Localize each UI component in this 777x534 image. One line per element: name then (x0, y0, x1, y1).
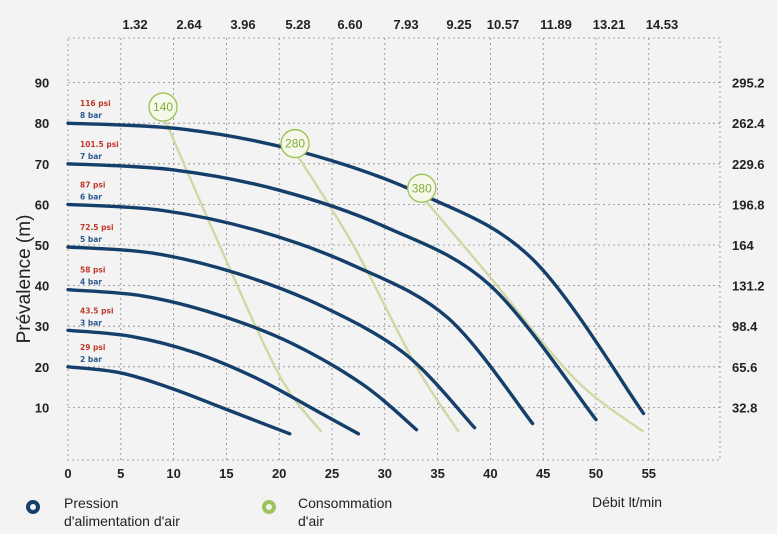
legend-air-line1: Consommation (298, 495, 393, 511)
air-consumption-layer (161, 114, 645, 433)
psi-label-8-bar: 116 psi (80, 99, 111, 108)
x-tick-0: 0 (64, 466, 71, 481)
pressure-curve-7-bar (66, 162, 598, 422)
x-tick-50: 50 (589, 466, 603, 481)
legend-pressure-icon (26, 500, 40, 514)
top-tick-14.53: 14.53 (646, 17, 679, 32)
pressure-curve-6-bar (66, 202, 535, 426)
bar-label-7-bar: 7 bar (80, 152, 102, 161)
axis-layer: 10 20 30 40 50 60 70 80 90 0 5 10 15 20 25 30 35 40 45 50 55… (14, 17, 765, 481)
psi-label-5-bar: 72.5 psi (80, 223, 114, 232)
air-bubble-280 (280, 128, 310, 159)
top-tick-5.28: 5.28 (285, 17, 310, 32)
right-tick-262.4: 262.4 (732, 116, 765, 131)
legend-air: Consommation d'air (298, 494, 392, 530)
air-curve-140 (161, 114, 323, 433)
x-tick-10: 10 (166, 466, 180, 481)
pressure-curve-4-bar (66, 288, 419, 432)
bar-label-5-bar: 5 bar (80, 235, 102, 244)
bar-label-6-bar: 6 bar (80, 192, 102, 201)
top-tick-2.64: 2.64 (176, 17, 202, 32)
air-bubble-380 (407, 173, 437, 203)
y-axis-title: Prévalence (m) (14, 215, 35, 344)
air-bubble-label-380: 380 (412, 181, 432, 195)
x-axis-label: Débit lt/min (592, 494, 663, 510)
air-curve-380 (420, 195, 645, 433)
legend-pressure: Pression d'alimentation d'air (64, 494, 180, 530)
psi-label-3-bar: 43.5 psi (80, 306, 114, 315)
right-tick-295.2: 295.2 (732, 76, 765, 91)
air-bubble-label-140: 140 (153, 100, 173, 114)
psi-label-2-bar: 29 psi (80, 343, 105, 352)
right-tick-65.6: 65.6 (732, 360, 757, 375)
top-tick-6.60: 6.60 (337, 17, 362, 32)
top-tick-10.57: 10.57 (487, 17, 520, 32)
x-tick-35: 35 (430, 466, 444, 481)
right-tick-196.8: 196.8 (732, 197, 765, 212)
y-tick-40: 40 (35, 279, 49, 294)
psi-label-7-bar: 101.5 psi (80, 140, 119, 149)
top-tick-7.93: 7.93 (393, 17, 418, 32)
right-tick-229.6: 229.6 (732, 157, 765, 172)
air-bubble-140 (148, 92, 178, 122)
right-tick-98.4: 98.4 (732, 319, 758, 334)
y-tick-10: 10 (35, 400, 49, 415)
psi-label-4-bar: 58 psi (80, 266, 105, 275)
pressure-curve-8-bar (66, 121, 646, 416)
x-tick-5: 5 (117, 466, 124, 481)
right-tick-164: 164 (732, 238, 754, 253)
x-tick-25: 25 (325, 466, 339, 481)
bar-label-8-bar: 8 bar (80, 111, 102, 120)
x-tick-30: 30 (378, 466, 392, 481)
legend-air-icon (262, 500, 276, 514)
bar-label-4-bar: 4 bar (80, 278, 102, 287)
top-tick-11.89: 11.89 (540, 17, 572, 32)
pressure-curve-5-bar (66, 245, 477, 430)
top-tick-13.21: 13.21 (593, 17, 626, 32)
y-tick-90: 90 (35, 76, 49, 91)
air-curve-280 (293, 150, 460, 433)
x-tick-15: 15 (219, 466, 233, 481)
label-layer: 140 280 380 29 psi 2 bar 43.5 psi 3 bar 58 psi 4… (80, 92, 437, 364)
y-tick-20: 20 (35, 360, 49, 375)
pressure-curve-3-bar (66, 328, 361, 436)
plot-frame (67, 37, 721, 461)
bar-label-3-bar: 3 bar (80, 318, 102, 327)
top-tick-9.25: 9.25 (446, 17, 471, 32)
right-tick-32.8: 32.8 (732, 400, 757, 415)
legend-air-line2: d'air (298, 513, 325, 529)
y-tick-50: 50 (35, 238, 49, 253)
pressure-curve-2-bar (66, 365, 292, 436)
x-tick-20: 20 (272, 466, 286, 481)
psi-label-6-bar: 87 psi (80, 180, 105, 189)
y-tick-30: 30 (35, 319, 49, 334)
x-tick-55: 55 (642, 466, 656, 481)
y-tick-60: 60 (35, 197, 49, 212)
legend-pressure-line1: Pression (64, 495, 119, 511)
legend-pressure-line2: d'alimentation d'air (64, 513, 180, 529)
x-tick-40: 40 (483, 466, 497, 481)
x-tick-45: 45 (536, 466, 550, 481)
top-tick-3.96: 3.96 (230, 17, 255, 32)
y-tick-80: 80 (35, 116, 49, 131)
y-tick-70: 70 (35, 157, 49, 172)
top-tick-1.32: 1.32 (122, 17, 147, 32)
air-bubble-label-280: 280 (285, 137, 305, 151)
bar-label-2-bar: 2 bar (80, 355, 102, 364)
right-tick-131.2: 131.2 (732, 279, 765, 294)
pressure-layer (66, 121, 646, 436)
